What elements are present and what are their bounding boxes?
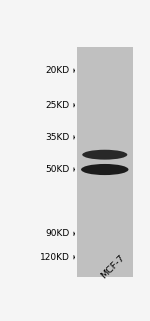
Text: 35KD: 35KD [46,133,70,142]
Ellipse shape [81,164,129,175]
Text: 120KD: 120KD [40,253,70,262]
Text: 90KD: 90KD [46,229,70,238]
Text: MCF-7: MCF-7 [99,254,126,281]
Text: 25KD: 25KD [46,101,70,110]
Ellipse shape [82,150,127,160]
Text: 50KD: 50KD [46,165,70,174]
Bar [77,47,133,277]
Text: 20KD: 20KD [46,66,70,75]
